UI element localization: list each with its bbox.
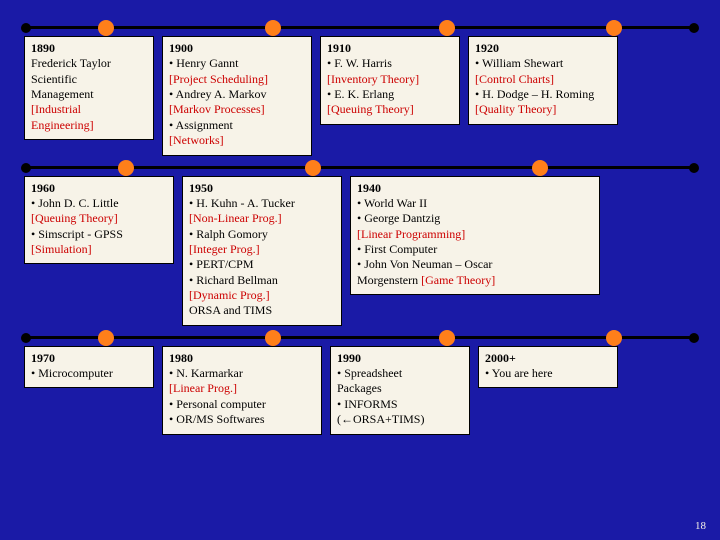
timeline-box: 2000+• You are here [478,346,618,389]
timeline-line-text: • PERT/CPM [189,257,335,272]
timeline-line-text: [Industrial [31,102,147,117]
timeline-box: 1910• F. W. Harris[Inventory Theory]• E.… [320,36,460,125]
timeline-row: 1960• John D. C. Little[Queuing Theory]•… [20,162,700,332]
timeline-year: 1900 [169,41,305,56]
timeline-line-text: [Markov Processes] [169,102,305,117]
timeline-line-text: • H. Kuhn - A. Tucker [189,196,335,211]
timeline-slide: 1890Frederick TaylorScientificManagement… [0,0,720,540]
timeline-line-text: [Linear Prog.] [169,381,315,396]
timeline-box: 1960• John D. C. Little[Queuing Theory]•… [24,176,174,265]
timeline-line-text: [Queuing Theory] [31,211,167,226]
timeline-dot [439,330,455,346]
timeline-line-text: [Linear Programming] [357,227,593,242]
timeline-year: 1980 [169,351,315,366]
timeline-boxes: 1970• Microcomputer1980• N. Karmarkar[Li… [20,344,700,441]
timeline-box: 1890Frederick TaylorScientificManagement… [24,36,154,140]
timeline-line-text: [Dynamic Prog.] [189,288,335,303]
timeline-line [26,26,694,29]
timeline-year: 1950 [189,181,335,196]
timeline-dot [118,160,134,176]
timeline-row: 1970• Microcomputer1980• N. Karmarkar[Li… [20,332,700,441]
timeline-line-text: [Integer Prog.] [189,242,335,257]
timeline-line-text: • Henry Gannt [169,56,305,71]
timeline-dot [265,330,281,346]
timeline-line-text: • N. Karmarkar [169,366,315,381]
timeline-line-text: • Andrey A. Markov [169,87,305,102]
timeline-line [26,336,694,339]
timeline-box: 1990• SpreadsheetPackages• INFORMS(←ORSA… [330,346,470,435]
timeline-year: 1970 [31,351,147,366]
timeline-line-text: • E. K. Erlang [327,87,453,102]
timeline-row: 1890Frederick TaylorScientificManagement… [20,22,700,162]
timeline-line-text: • John D. C. Little [31,196,167,211]
timeline-line-text: • Simscript - GPSS [31,227,167,242]
timeline-dot [606,20,622,36]
timeline-line-text: • George Dantzig [357,211,593,226]
timeline-line-text: • F. W. Harris [327,56,453,71]
slide-number: 18 [695,520,706,532]
timeline-line-text: [Inventory Theory] [327,72,453,87]
timeline-line-text: • Personal computer [169,397,315,412]
timeline-line-text: • OR/MS Softwares [169,412,315,427]
timeline-year: 1890 [31,41,147,56]
timeline-box: 1920• William Shewart[Control Charts]• H… [468,36,618,125]
timeline-line-text: (←ORSA+TIMS) [337,412,463,427]
timeline-line-text: • Ralph Gomory [189,227,335,242]
timeline-line-text: • Richard Bellman [189,273,335,288]
timeline-year: 1910 [327,41,453,56]
timeline-year: 2000+ [485,351,611,366]
timeline-year: 1960 [31,181,167,196]
timeline-boxes: 1890Frederick TaylorScientificManagement… [20,34,700,162]
timeline-boxes: 1960• John D. C. Little[Queuing Theory]•… [20,174,700,332]
timeline-line-text: Scientific [31,72,147,87]
timeline-line-text: • Spreadsheet [337,366,463,381]
timeline-bar [26,22,694,34]
timeline-bar [26,162,694,174]
timeline-line-text: • You are here [485,366,611,381]
timeline-line-text: [Simulation] [31,242,167,257]
timeline-line-text: • H. Dodge – H. Roming [475,87,611,102]
timeline-line-text: [Control Charts] [475,72,611,87]
timeline-dot [98,20,114,36]
timeline-line-text: [Quality Theory] [475,102,611,117]
timeline-dot [265,20,281,36]
timeline-end-dot [689,333,699,343]
timeline-line-text: ORSA and TIMS [189,303,335,318]
timeline-box: 1900• Henry Gannt[Project Scheduling]• A… [162,36,312,156]
timeline-box: 1970• Microcomputer [24,346,154,389]
timeline-end-dot [689,163,699,173]
timeline-end-dot [689,23,699,33]
timeline-bar [26,332,694,344]
timeline-end-dot [21,163,31,173]
timeline-line-text: [Project Scheduling] [169,72,305,87]
timeline-end-dot [21,23,31,33]
timeline-dot [532,160,548,176]
timeline-year: 1990 [337,351,463,366]
timeline-line-text: • John Von Neuman – Oscar [357,257,593,272]
timeline-year: 1920 [475,41,611,56]
timeline-line-text: Packages [337,381,463,396]
timeline-line-text: • William Shewart [475,56,611,71]
timeline-line-text: • Microcomputer [31,366,147,381]
timeline-line-text: Frederick Taylor [31,56,147,71]
timeline-line-text: • INFORMS [337,397,463,412]
timeline-year: 1940 [357,181,593,196]
timeline-box: 1950• H. Kuhn - A. Tucker[Non-Linear Pro… [182,176,342,326]
timeline-line-text: Management [31,87,147,102]
timeline-dot [606,330,622,346]
timeline-line-text: • First Computer [357,242,593,257]
timeline-dot [98,330,114,346]
timeline-line-text: [Networks] [169,133,305,148]
timeline-line-text: • Assignment [169,118,305,133]
timeline-line-text: [Queuing Theory] [327,102,453,117]
timeline-line-text: Engineering] [31,118,147,133]
timeline-dot [439,20,455,36]
timeline-dot [305,160,321,176]
timeline-line-text: • World War II [357,196,593,211]
timeline-end-dot [21,333,31,343]
timeline-box: 1980• N. Karmarkar[Linear Prog.]• Person… [162,346,322,435]
timeline-line-text: Morgenstern [Game Theory] [357,273,593,288]
timeline-line-text: [Non-Linear Prog.] [189,211,335,226]
timeline-box: 1940• World War II• George Dantzig[Linea… [350,176,600,296]
